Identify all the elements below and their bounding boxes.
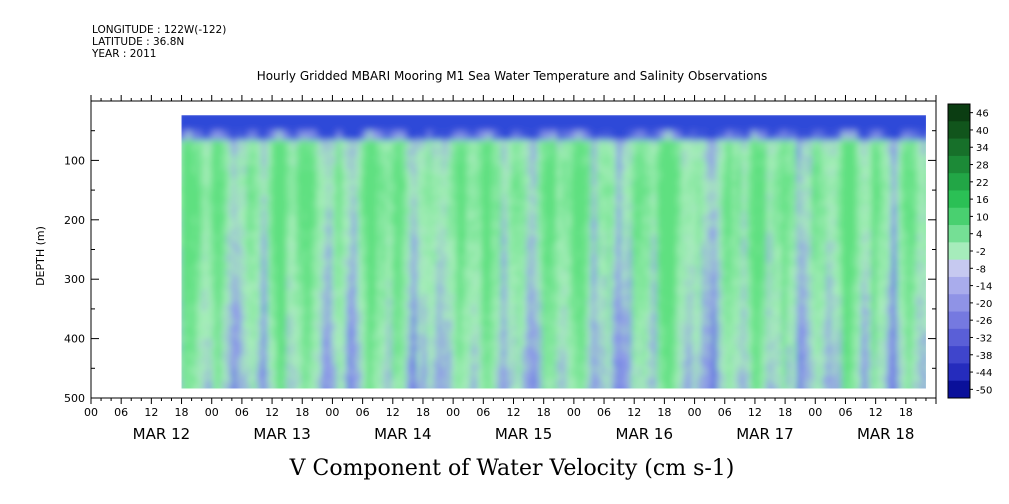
colorbar-label: -14 xyxy=(976,282,992,293)
colorbar-swatch xyxy=(948,259,970,278)
colorbar-label: 46 xyxy=(976,109,989,120)
x-hour-tick-label: 06 xyxy=(235,406,249,419)
colorbar-label: -26 xyxy=(976,316,992,327)
colorbar-label: 28 xyxy=(976,161,989,172)
colorbar-label: 34 xyxy=(976,143,989,154)
x-hour-tick-label: 12 xyxy=(869,406,883,419)
colorbar-label: -50 xyxy=(976,385,992,396)
x-hour-tick-label: 00 xyxy=(808,406,822,419)
colorbar-swatch xyxy=(948,190,970,209)
colorbar-swatch xyxy=(948,363,970,382)
metadata-block: LONGITUDE : 122W(-122) LATITUDE : 36.8N … xyxy=(92,24,226,60)
x-hour-tick-label: 18 xyxy=(537,406,551,419)
x-day-label: MAR 17 xyxy=(736,425,793,443)
colorbar-swatch xyxy=(948,294,970,312)
x-hour-tick-label: 12 xyxy=(507,406,521,419)
x-hour-tick-label: 06 xyxy=(597,406,611,419)
x-day-label: MAR 16 xyxy=(616,425,673,443)
colorbar-swatch xyxy=(948,155,970,174)
heatmap-field xyxy=(181,115,926,389)
colorbar-label: 16 xyxy=(976,195,989,206)
x-hour-tick-label: 12 xyxy=(386,406,400,419)
colorbar: 46 40 34 28 22 16 10 4 -2 -8 -14 -20 -26 -32 -38 -44 -50 xyxy=(947,103,992,399)
x-hour-tick-label: 12 xyxy=(144,406,158,419)
colorbar-swatch xyxy=(948,121,970,139)
colorbar-swatch xyxy=(948,104,970,122)
colorbar-swatch xyxy=(948,380,970,399)
longitude-label: LONGITUDE : 122W(-122) xyxy=(92,24,227,36)
colorbar-swatch xyxy=(948,328,970,347)
x-hour-tick-label: 00 xyxy=(205,406,219,419)
y-axis-label: DEPTH (m) xyxy=(34,226,47,286)
bottom-title: V Component of Water Velocity (cm s-1) xyxy=(289,456,735,481)
x-day-label: MAR 14 xyxy=(374,425,431,443)
colorbar-label: 4 xyxy=(976,230,982,241)
colorbar-label: -32 xyxy=(976,333,992,344)
y-tick-label: 300 xyxy=(64,273,85,286)
x-hour-tick-label: 00 xyxy=(325,406,339,419)
colorbar-swatch xyxy=(948,207,970,226)
colorbar-swatch xyxy=(948,138,970,157)
y-tick-label: 100 xyxy=(64,154,85,167)
x-hour-tick-label: 00 xyxy=(567,406,581,419)
chart-title: Hourly Gridded MBARI Mooring M1 Sea Wate… xyxy=(257,69,768,83)
y-tick-label: 500 xyxy=(64,392,85,405)
x-hour-tick-label: 18 xyxy=(899,406,913,419)
x-hour-tick-label: 06 xyxy=(356,406,370,419)
colorbar-label: -38 xyxy=(976,351,992,362)
x-day-label: MAR 18 xyxy=(857,425,914,443)
x-day-label: MAR 15 xyxy=(495,425,552,443)
colorbar-label: -20 xyxy=(976,299,992,310)
colorbar-label: -2 xyxy=(976,247,986,258)
x-hour-tick-label: 18 xyxy=(295,406,309,419)
colorbar-label: 40 xyxy=(976,126,989,137)
colorbar-swatch xyxy=(948,173,970,191)
x-hour-tick-label: 18 xyxy=(416,406,430,419)
x-hour-tick-label: 18 xyxy=(175,406,189,419)
x-hour-tick-label: 06 xyxy=(838,406,852,419)
y-tick-label: 400 xyxy=(64,333,85,346)
colorbar-label: -44 xyxy=(976,368,992,379)
x-hour-tick-label: 06 xyxy=(114,406,128,419)
x-hour-tick-label: 00 xyxy=(446,406,460,419)
colorbar-swatch xyxy=(948,276,970,295)
latitude-label: LATITUDE : 36.8N xyxy=(92,36,185,48)
year-label: YEAR : 2011 xyxy=(92,48,157,60)
x-hour-tick-label: 06 xyxy=(718,406,732,419)
x-hour-tick-label: 12 xyxy=(748,406,762,419)
colorbar-swatch xyxy=(948,311,970,330)
y-tick-label: 200 xyxy=(64,214,85,227)
colorbar-label: 10 xyxy=(976,212,989,223)
colorbar-swatch xyxy=(948,346,970,364)
x-hour-tick-label: 00 xyxy=(688,406,702,419)
x-day-label: MAR 13 xyxy=(253,425,310,443)
colorbar-swatch xyxy=(948,225,970,243)
axes: 00 06 12 18 00 06 12 18 00 06 12 18 00 06 12 18 00 06 12 18… xyxy=(64,95,937,443)
x-hour-tick-label: 12 xyxy=(627,406,641,419)
x-hour-tick-label: 06 xyxy=(476,406,490,419)
x-hour-tick-label: 12 xyxy=(265,406,279,419)
x-hour-tick-label: 18 xyxy=(657,406,671,419)
x-day-label: MAR 12 xyxy=(133,425,190,443)
colorbar-label: 22 xyxy=(976,178,989,189)
x-hour-tick-label: 00 xyxy=(84,406,98,419)
x-hour-tick-label: 18 xyxy=(778,406,792,419)
colorbar-swatch xyxy=(948,242,970,261)
colorbar-label: -8 xyxy=(976,264,986,275)
